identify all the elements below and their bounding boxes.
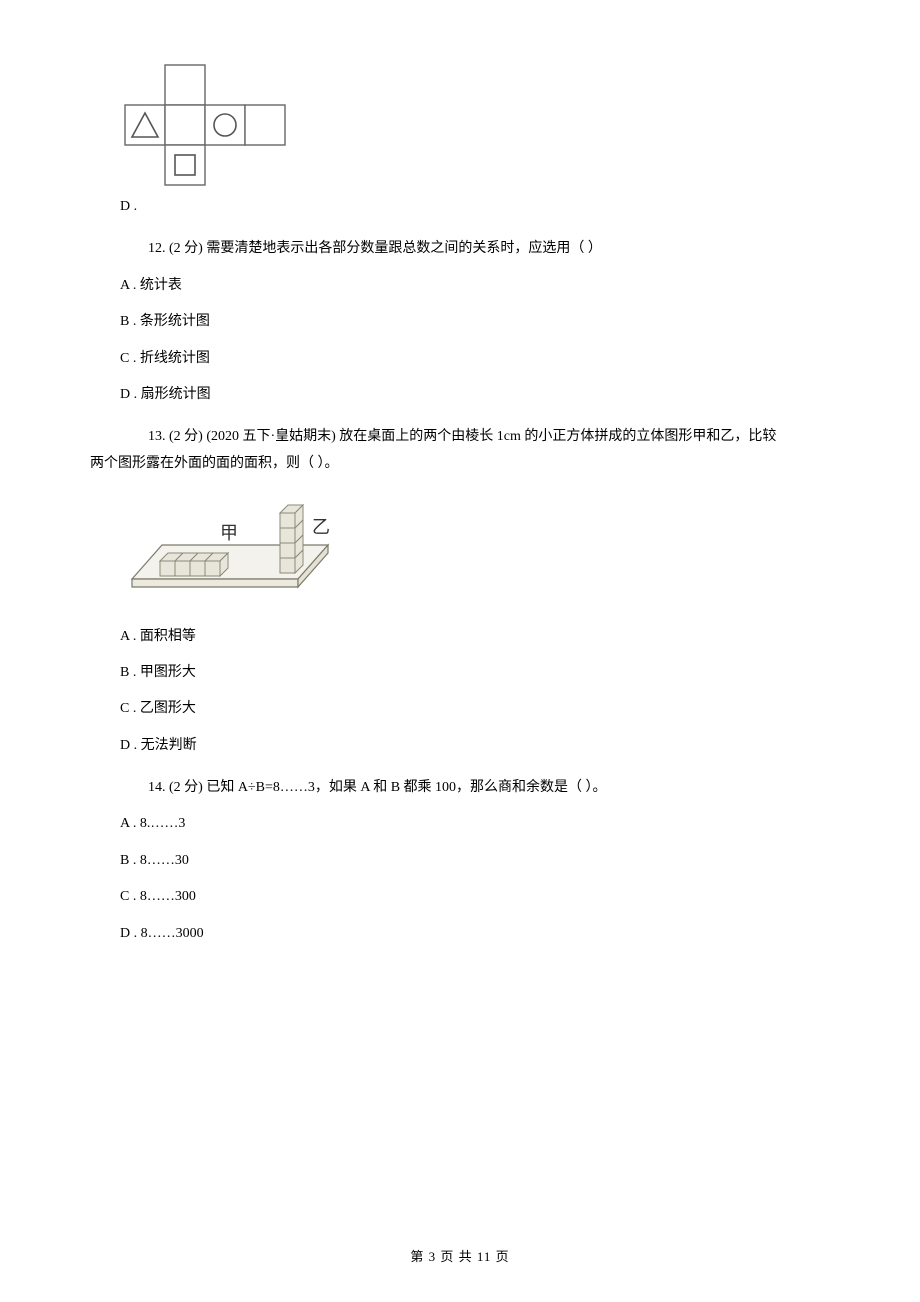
q13-label-yi: 乙	[312, 517, 330, 537]
q11-option-d-figure	[120, 60, 830, 190]
page-footer: 第 3 页 共 11 页	[0, 1247, 920, 1268]
q13-label-jia: 甲	[220, 523, 238, 543]
q14-option-b: B . 8……30	[120, 850, 830, 872]
q13-option-d: D . 无法判断	[120, 735, 830, 757]
q13-option-a: A . 面积相等	[120, 626, 830, 648]
q13-option-b: B . 甲图形大	[120, 662, 830, 684]
q13-option-c: C . 乙图形大	[120, 698, 830, 720]
q14-option-c: C . 8……300	[120, 886, 830, 908]
q13-figure: 甲 乙	[120, 491, 830, 609]
q14-option-d: D . 8……3000	[120, 923, 830, 945]
q11-option-d-label: D .	[120, 196, 830, 218]
q14-stem: 14. (2 分) 已知 A÷B=8……3，如果 A 和 B 都乘 100，那么…	[120, 777, 830, 799]
q13-stem-line2: 两个图形露在外面的面的面积，则（ ）。	[90, 453, 830, 475]
q13-stem-line1: 13. (2 分) (2020 五下·皇姑期末) 放在桌面上的两个由棱长 1cm…	[120, 426, 830, 448]
q12-option-c: C . 折线统计图	[120, 348, 830, 370]
q12-stem: 12. (2 分) 需要清楚地表示出各部分数量跟总数之间的关系时，应选用（ ）	[120, 238, 830, 260]
cube-net-svg	[120, 60, 290, 190]
q12-option-a: A . 统计表	[120, 275, 830, 297]
q14-option-a: A . 8.……3	[120, 813, 830, 835]
q13-figure-svg: 甲 乙	[120, 491, 350, 601]
q12-option-d: D . 扇形统计图	[120, 384, 830, 406]
q12-option-b: B . 条形统计图	[120, 311, 830, 333]
